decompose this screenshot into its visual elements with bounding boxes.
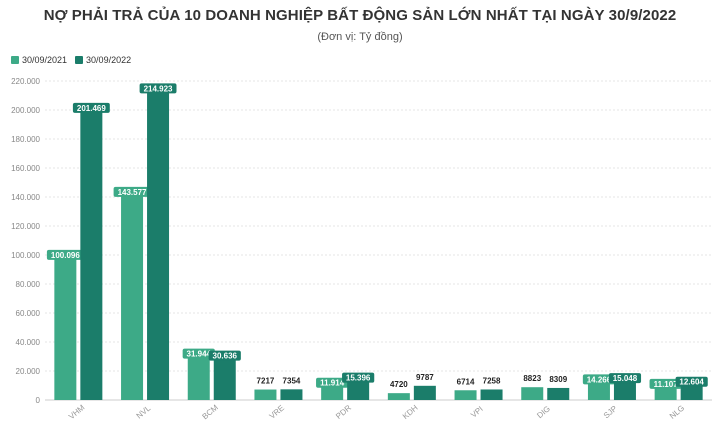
- bar[interactable]: [54, 254, 77, 400]
- x-category-label: NVL: [135, 403, 153, 420]
- data-label: 7354: [283, 376, 301, 385]
- y-tick-label: 0: [36, 396, 41, 405]
- data-label: 15.396: [346, 374, 371, 383]
- legend-item-2022[interactable]: 30/09/2022: [75, 55, 131, 65]
- bar[interactable]: [80, 107, 103, 401]
- x-category-label: SJP: [602, 404, 619, 420]
- y-tick-label: 120.000: [11, 222, 40, 231]
- data-label: 4720: [390, 380, 408, 389]
- data-label-bg: [582, 374, 616, 385]
- x-category-label: VHM: [67, 403, 87, 422]
- data-label: 11.914: [320, 379, 345, 388]
- data-label-bg: [139, 83, 177, 94]
- x-category-label: PDR: [334, 403, 353, 421]
- data-label: 7217: [257, 377, 275, 386]
- x-category-label: KDH: [401, 403, 420, 421]
- data-label: 30.636: [213, 352, 238, 361]
- y-tick-label: 80.000: [16, 280, 41, 289]
- y-tick-label: 40.000: [16, 338, 41, 347]
- data-label-bg: [182, 348, 215, 359]
- data-label-bg: [72, 102, 110, 113]
- x-category-label: NLG: [668, 403, 686, 420]
- data-label-bg: [675, 376, 708, 387]
- data-label: 9787: [416, 373, 434, 382]
- bar[interactable]: [254, 389, 277, 400]
- x-category-label: DIG: [535, 404, 552, 420]
- data-label-bg: [608, 373, 642, 384]
- bar[interactable]: [280, 389, 303, 400]
- legend: 30/09/2021 30/09/2022: [11, 55, 131, 65]
- legend-swatch-2021: [11, 56, 19, 64]
- data-label: 6714: [457, 377, 475, 386]
- x-category-label: VPI: [469, 404, 485, 419]
- bar[interactable]: [347, 377, 370, 400]
- data-label-bg: [342, 372, 375, 383]
- bar[interactable]: [547, 387, 570, 400]
- y-tick-label: 60.000: [16, 309, 41, 318]
- data-label-bg: [208, 350, 241, 361]
- bar[interactable]: [454, 390, 477, 400]
- data-label: 8309: [549, 375, 567, 384]
- bar[interactable]: [121, 191, 144, 400]
- y-tick-label: 100.000: [11, 251, 40, 260]
- data-label: 8823: [523, 374, 541, 383]
- data-label: 12.604: [679, 378, 704, 387]
- data-label: 31.944: [187, 350, 212, 359]
- bar[interactable]: [387, 393, 410, 400]
- data-label: 7258: [483, 376, 501, 385]
- legend-label-2021: 30/09/2021: [22, 55, 68, 65]
- y-tick-label: 160.000: [11, 164, 40, 173]
- y-tick-label: 180.000: [11, 135, 40, 144]
- x-category-label: VRE: [268, 403, 286, 420]
- data-label: 15.048: [613, 374, 638, 383]
- bar[interactable]: [613, 378, 636, 400]
- bar[interactable]: [587, 379, 610, 400]
- bar[interactable]: [521, 387, 544, 400]
- data-label: 100.096: [51, 251, 80, 260]
- y-tick-label: 140.000: [11, 193, 40, 202]
- data-label-bg: [46, 249, 84, 260]
- bar[interactable]: [480, 389, 503, 400]
- data-label-bg: [113, 186, 151, 197]
- legend-item-2021[interactable]: 30/09/2021: [11, 55, 67, 65]
- data-label: 214.923: [144, 84, 173, 93]
- y-tick-label: 220.000: [11, 77, 40, 86]
- data-label: 143.577: [118, 188, 147, 197]
- data-label: 11.107: [654, 380, 679, 389]
- bar[interactable]: [413, 385, 436, 400]
- data-label: 201.469: [77, 104, 106, 113]
- data-label: 14.266: [587, 375, 612, 384]
- bar[interactable]: [213, 355, 236, 400]
- data-label-bg: [649, 378, 682, 389]
- legend-label-2022: 30/09/2022: [86, 55, 132, 65]
- chart-subtitle: (Đơn vị: Tỷ đồng): [317, 31, 403, 43]
- y-tick-label: 20.000: [16, 367, 41, 376]
- bar[interactable]: [147, 88, 170, 401]
- chart-title: NỢ PHẢI TRẢ CỦA 10 DOANH NGHIỆP BẤT ĐỘNG…: [43, 7, 677, 24]
- bar[interactable]: [187, 353, 210, 400]
- legend-swatch-2022: [75, 56, 84, 64]
- data-label-bg: [316, 377, 349, 388]
- x-category-label: BCM: [200, 403, 220, 422]
- y-tick-label: 200.000: [11, 106, 40, 115]
